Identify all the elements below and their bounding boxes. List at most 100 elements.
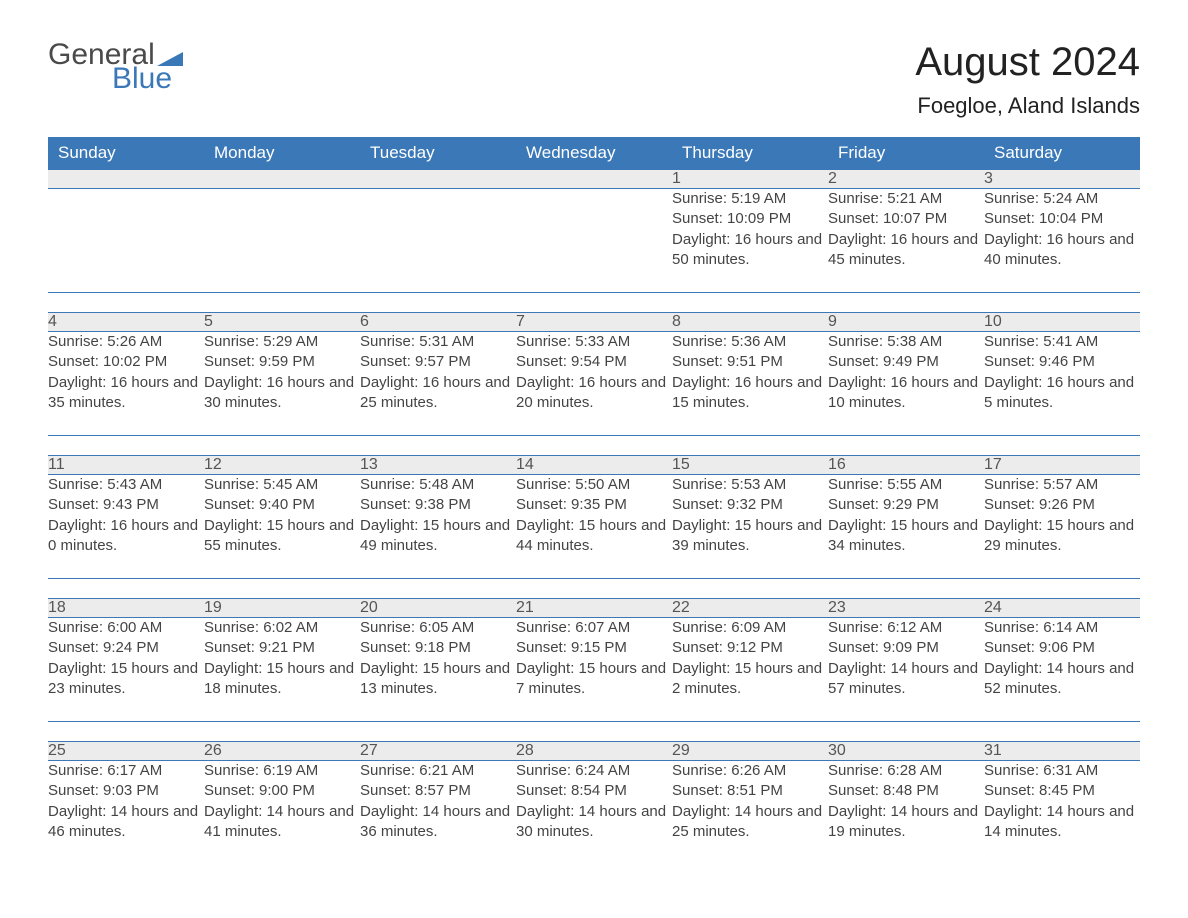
sunset-line: Sunset: 9:35 PM — [516, 495, 672, 515]
day-number-cell: 29 — [672, 742, 828, 761]
day-number-cell — [204, 170, 360, 189]
day-content-cell: Sunrise: 6:05 AMSunset: 9:18 PMDaylight:… — [360, 618, 516, 722]
day-content-cell: Sunrise: 6:24 AMSunset: 8:54 PMDaylight:… — [516, 761, 672, 865]
daylight-line: Daylight: 14 hours and 30 minutes. — [516, 802, 672, 843]
week-spacer — [48, 722, 1140, 742]
daylight-line: Daylight: 14 hours and 36 minutes. — [360, 802, 516, 843]
day-header: Wednesday — [516, 137, 672, 170]
daylight-line: Daylight: 16 hours and 20 minutes. — [516, 373, 672, 414]
day-content-cell: Sunrise: 6:00 AMSunset: 9:24 PMDaylight:… — [48, 618, 204, 722]
day-content-cell: Sunrise: 5:36 AMSunset: 9:51 PMDaylight:… — [672, 332, 828, 436]
day-content-cell: Sunrise: 5:50 AMSunset: 9:35 PMDaylight:… — [516, 475, 672, 579]
day-content-cell: Sunrise: 5:53 AMSunset: 9:32 PMDaylight:… — [672, 475, 828, 579]
daylight-line: Daylight: 14 hours and 19 minutes. — [828, 802, 984, 843]
content-row: Sunrise: 5:26 AMSunset: 10:02 PMDaylight… — [48, 332, 1140, 436]
sunset-line: Sunset: 9:29 PM — [828, 495, 984, 515]
sunrise-line: Sunrise: 6:19 AM — [204, 761, 360, 781]
day-content-cell — [360, 189, 516, 293]
daylight-line: Daylight: 15 hours and 34 minutes. — [828, 516, 984, 557]
day-header: Saturday — [984, 137, 1140, 170]
daylight-line: Daylight: 15 hours and 44 minutes. — [516, 516, 672, 557]
day-number-cell — [48, 170, 204, 189]
day-content-cell: Sunrise: 5:43 AMSunset: 9:43 PMDaylight:… — [48, 475, 204, 579]
sunrise-line: Sunrise: 5:38 AM — [828, 332, 984, 352]
day-number-cell — [360, 170, 516, 189]
sunrise-line: Sunrise: 6:28 AM — [828, 761, 984, 781]
week-spacer — [48, 579, 1140, 599]
daylight-line: Daylight: 15 hours and 7 minutes. — [516, 659, 672, 700]
day-content-cell: Sunrise: 6:09 AMSunset: 9:12 PMDaylight:… — [672, 618, 828, 722]
sunrise-line: Sunrise: 6:17 AM — [48, 761, 204, 781]
daylight-line: Daylight: 16 hours and 45 minutes. — [828, 230, 984, 271]
day-number-cell: 10 — [984, 313, 1140, 332]
daylight-line: Daylight: 16 hours and 35 minutes. — [48, 373, 204, 414]
title-block: August 2024 Foegloe, Aland Islands — [915, 40, 1140, 119]
sunrise-line: Sunrise: 6:31 AM — [984, 761, 1140, 781]
sunset-line: Sunset: 9:06 PM — [984, 638, 1140, 658]
day-number-cell: 15 — [672, 456, 828, 475]
daylight-line: Daylight: 14 hours and 57 minutes. — [828, 659, 984, 700]
sunrise-line: Sunrise: 5:41 AM — [984, 332, 1140, 352]
day-number-cell: 11 — [48, 456, 204, 475]
daylight-line: Daylight: 15 hours and 2 minutes. — [672, 659, 828, 700]
daylight-line: Daylight: 14 hours and 46 minutes. — [48, 802, 204, 843]
day-content-cell: Sunrise: 5:57 AMSunset: 9:26 PMDaylight:… — [984, 475, 1140, 579]
day-header: Thursday — [672, 137, 828, 170]
day-number-cell: 18 — [48, 599, 204, 618]
sunset-line: Sunset: 9:43 PM — [48, 495, 204, 515]
sunrise-line: Sunrise: 6:00 AM — [48, 618, 204, 638]
day-header: Tuesday — [360, 137, 516, 170]
calendar-table: Sunday Monday Tuesday Wednesday Thursday… — [48, 137, 1140, 865]
daynum-row: 25262728293031 — [48, 742, 1140, 761]
day-number-cell: 22 — [672, 599, 828, 618]
daylight-line: Daylight: 14 hours and 25 minutes. — [672, 802, 828, 843]
sunrise-line: Sunrise: 6:24 AM — [516, 761, 672, 781]
sunrise-line: Sunrise: 6:12 AM — [828, 618, 984, 638]
sunrise-line: Sunrise: 5:55 AM — [828, 475, 984, 495]
sunrise-line: Sunrise: 5:31 AM — [360, 332, 516, 352]
daynum-row: 18192021222324 — [48, 599, 1140, 618]
content-row: Sunrise: 5:19 AMSunset: 10:09 PMDaylight… — [48, 189, 1140, 293]
day-number-cell: 6 — [360, 313, 516, 332]
day-content-cell — [48, 189, 204, 293]
day-content-cell: Sunrise: 5:26 AMSunset: 10:02 PMDaylight… — [48, 332, 204, 436]
daylight-line: Daylight: 14 hours and 41 minutes. — [204, 802, 360, 843]
sunset-line: Sunset: 10:09 PM — [672, 209, 828, 229]
daylight-line: Daylight: 16 hours and 10 minutes. — [828, 373, 984, 414]
sunrise-line: Sunrise: 6:07 AM — [516, 618, 672, 638]
day-number-cell: 23 — [828, 599, 984, 618]
day-content-cell: Sunrise: 6:07 AMSunset: 9:15 PMDaylight:… — [516, 618, 672, 722]
daynum-row: 45678910 — [48, 313, 1140, 332]
sunset-line: Sunset: 9:32 PM — [672, 495, 828, 515]
day-content-cell: Sunrise: 6:12 AMSunset: 9:09 PMDaylight:… — [828, 618, 984, 722]
sunset-line: Sunset: 9:09 PM — [828, 638, 984, 658]
sunrise-line: Sunrise: 6:02 AM — [204, 618, 360, 638]
sunset-line: Sunset: 10:07 PM — [828, 209, 984, 229]
sunset-line: Sunset: 9:49 PM — [828, 352, 984, 372]
sunset-line: Sunset: 10:02 PM — [48, 352, 204, 372]
sunset-line: Sunset: 8:48 PM — [828, 781, 984, 801]
day-number-cell: 13 — [360, 456, 516, 475]
daylight-line: Daylight: 16 hours and 0 minutes. — [48, 516, 204, 557]
daylight-line: Daylight: 14 hours and 52 minutes. — [984, 659, 1140, 700]
sunset-line: Sunset: 9:24 PM — [48, 638, 204, 658]
sunset-line: Sunset: 9:51 PM — [672, 352, 828, 372]
day-content-cell: Sunrise: 6:26 AMSunset: 8:51 PMDaylight:… — [672, 761, 828, 865]
day-number-cell — [516, 170, 672, 189]
sunrise-line: Sunrise: 5:45 AM — [204, 475, 360, 495]
sunset-line: Sunset: 9:57 PM — [360, 352, 516, 372]
day-content-cell: Sunrise: 5:33 AMSunset: 9:54 PMDaylight:… — [516, 332, 672, 436]
day-number-cell: 28 — [516, 742, 672, 761]
sunrise-line: Sunrise: 5:48 AM — [360, 475, 516, 495]
daylight-line: Daylight: 16 hours and 5 minutes. — [984, 373, 1140, 414]
day-number-cell: 4 — [48, 313, 204, 332]
day-number-cell: 9 — [828, 313, 984, 332]
brand-part2: Blue — [112, 64, 183, 94]
content-row: Sunrise: 5:43 AMSunset: 9:43 PMDaylight:… — [48, 475, 1140, 579]
sunset-line: Sunset: 9:59 PM — [204, 352, 360, 372]
sunset-line: Sunset: 9:26 PM — [984, 495, 1140, 515]
sunrise-line: Sunrise: 5:24 AM — [984, 189, 1140, 209]
sunset-line: Sunset: 9:40 PM — [204, 495, 360, 515]
content-row: Sunrise: 6:17 AMSunset: 9:03 PMDaylight:… — [48, 761, 1140, 865]
sunset-line: Sunset: 9:00 PM — [204, 781, 360, 801]
